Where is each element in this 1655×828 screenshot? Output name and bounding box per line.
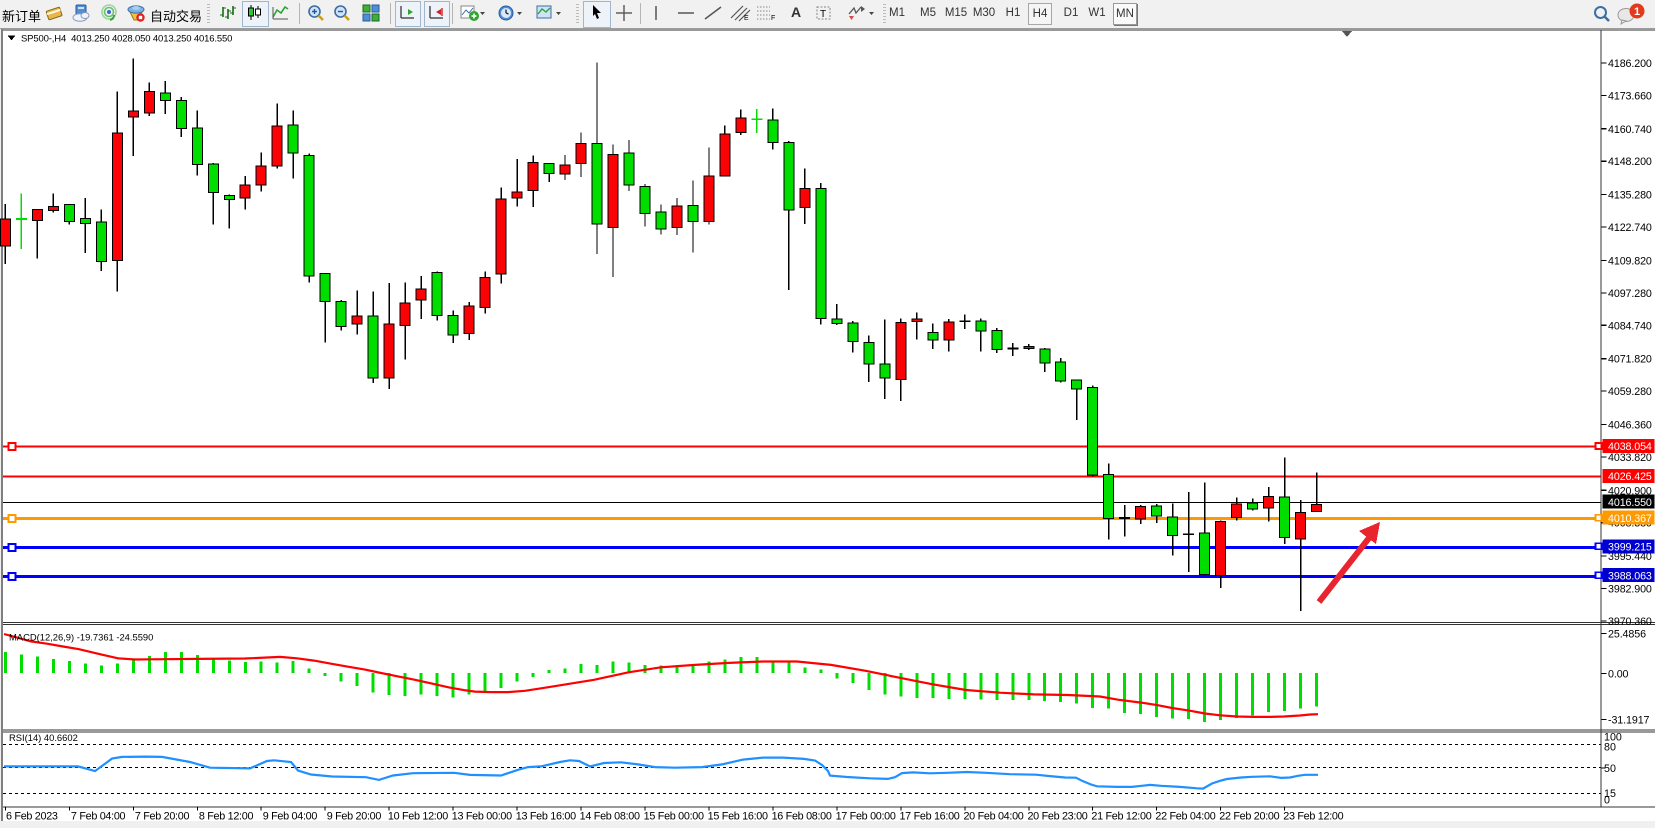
svg-text:23 Feb 12:00: 23 Feb 12:00 [1283, 811, 1343, 823]
svg-text:4186.200: 4186.200 [1608, 58, 1652, 70]
svg-text:3982.900: 3982.900 [1608, 584, 1652, 596]
svg-text:50: 50 [1604, 763, 1616, 775]
svg-text:9 Feb 20:00: 9 Feb 20:00 [327, 811, 382, 823]
svg-text:15 Feb 00:00: 15 Feb 00:00 [644, 811, 704, 823]
svg-text:4046.360: 4046.360 [1608, 420, 1652, 432]
svg-text:21 Feb 12:00: 21 Feb 12:00 [1091, 811, 1151, 823]
svg-text:0.00: 0.00 [1608, 669, 1629, 681]
svg-text:14 Feb 08:00: 14 Feb 08:00 [580, 811, 640, 823]
svg-text:7 Feb 20:00: 7 Feb 20:00 [135, 811, 190, 823]
svg-text:15 Feb 16:00: 15 Feb 16:00 [708, 811, 768, 823]
svg-text:3988.063: 3988.063 [1608, 570, 1652, 582]
svg-text:4026.425: 4026.425 [1608, 471, 1652, 483]
svg-text:0: 0 [1604, 795, 1610, 807]
svg-text:4010.367: 4010.367 [1608, 513, 1652, 525]
svg-text:F: F [771, 15, 775, 22]
svg-text:100: 100 [1604, 732, 1622, 744]
svg-text:4122.740: 4122.740 [1608, 222, 1652, 234]
svg-text:3970.360: 3970.360 [1608, 616, 1652, 628]
svg-text:22 Feb 20:00: 22 Feb 20:00 [1219, 811, 1279, 823]
svg-text:3999.215: 3999.215 [1608, 542, 1652, 554]
svg-text:13 Feb 00:00: 13 Feb 00:00 [452, 811, 512, 823]
svg-text:E: E [744, 15, 749, 22]
svg-text:17 Feb 16:00: 17 Feb 16:00 [899, 811, 959, 823]
svg-text:T: T [820, 9, 826, 20]
svg-text:MACD(12,26,9) -19.7361 -24.559: MACD(12,26,9) -19.7361 -24.5590 [9, 632, 153, 643]
svg-text:4071.820: 4071.820 [1608, 354, 1652, 366]
svg-text:4059.280: 4059.280 [1608, 386, 1652, 398]
svg-text:80: 80 [1604, 742, 1616, 754]
svg-text:7 Feb 04:00: 7 Feb 04:00 [71, 811, 126, 823]
svg-text:4135.280: 4135.280 [1608, 190, 1652, 202]
svg-text:3995.440: 3995.440 [1608, 551, 1652, 563]
svg-text:17 Feb 00:00: 17 Feb 00:00 [836, 811, 896, 823]
svg-text:RSI(14) 40.6602: RSI(14) 40.6602 [9, 732, 78, 743]
svg-text:4097.280: 4097.280 [1608, 288, 1652, 300]
svg-text:4016.550: 4016.550 [1608, 497, 1652, 509]
svg-text:4148.200: 4148.200 [1608, 156, 1652, 168]
svg-text:20 Feb 04:00: 20 Feb 04:00 [963, 811, 1023, 823]
svg-text:9 Feb 04:00: 9 Feb 04:00 [263, 811, 318, 823]
svg-text:13 Feb 16:00: 13 Feb 16:00 [516, 811, 576, 823]
svg-text:22 Feb 04:00: 22 Feb 04:00 [1155, 811, 1215, 823]
svg-text:8 Feb 12:00: 8 Feb 12:00 [199, 811, 254, 823]
svg-text:4084.740: 4084.740 [1608, 320, 1652, 332]
svg-text:4173.660: 4173.660 [1608, 90, 1652, 102]
svg-text:1: 1 [1634, 6, 1640, 18]
svg-text:15: 15 [1604, 788, 1616, 800]
svg-text:-31.1917: -31.1917 [1608, 715, 1650, 727]
svg-text:16 Feb 08:00: 16 Feb 08:00 [772, 811, 832, 823]
svg-text:SP500-,H4 4013.250 4028.050 4: SP500-,H4 4013.250 4028.050 4013.250 401… [21, 34, 232, 45]
svg-text:10 Feb 12:00: 10 Feb 12:00 [388, 811, 448, 823]
svg-text:4020.900: 4020.900 [1608, 485, 1652, 497]
svg-text:4160.740: 4160.740 [1608, 124, 1652, 136]
svg-text:6 Feb 2023: 6 Feb 2023 [6, 811, 58, 823]
svg-text:4038.054: 4038.054 [1608, 441, 1652, 453]
svg-text:4109.820: 4109.820 [1608, 256, 1652, 268]
svg-text:25.4856: 25.4856 [1608, 629, 1646, 641]
svg-text:20 Feb 23:00: 20 Feb 23:00 [1027, 811, 1087, 823]
svg-text:4033.820: 4033.820 [1608, 452, 1652, 464]
